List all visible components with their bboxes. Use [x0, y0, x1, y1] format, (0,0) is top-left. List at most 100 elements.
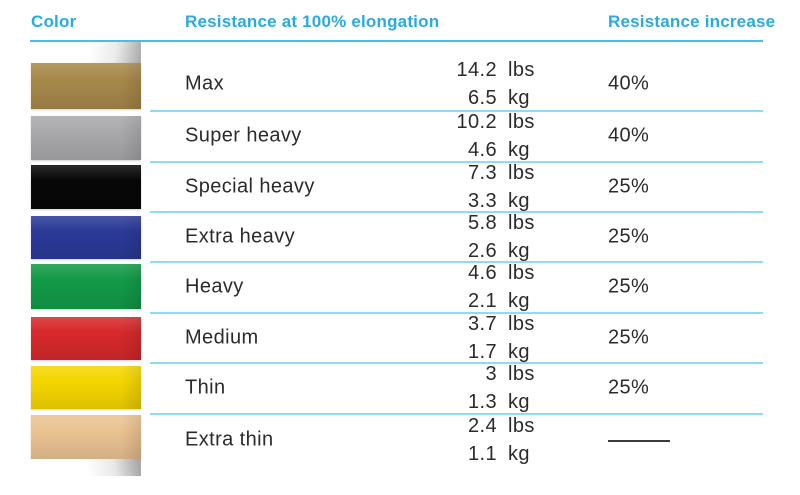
resistance-increase-value: 25%: [608, 376, 650, 399]
band-stack-top-shadow: [31, 42, 141, 63]
lbs-value: 10.2: [456, 111, 497, 133]
table-row: Special heavy 7.3 lbs 3.3 kg 25%: [150, 162, 763, 212]
band-name: Max: [185, 72, 224, 95]
kg-value: 1.1: [467, 443, 497, 465]
lbs-unit: lbs: [508, 211, 535, 234]
kg-value: 3.3: [467, 189, 497, 212]
table-row: Extra thin 2.4 lbs 1.1 kg: [150, 414, 763, 466]
resistance-values: 7.3 lbs 3.3 kg: [420, 159, 535, 215]
lbs-value: 3.7: [467, 312, 497, 335]
kg-unit: kg: [508, 290, 530, 312]
kg-unit: kg: [508, 239, 530, 262]
kg-unit: kg: [508, 391, 530, 413]
lbs-value: 7.3: [467, 161, 497, 184]
kg-line: 2.1 kg: [420, 287, 535, 315]
kg-unit: kg: [508, 443, 530, 465]
resistance-increase-value: 25%: [608, 175, 650, 197]
band-swatch-yellow: [31, 366, 141, 409]
lbs-unit: lbs: [508, 59, 535, 81]
band-swatch-blue: [31, 216, 141, 259]
lbs-line: 7.3 lbs: [420, 159, 535, 187]
kg-value: 1.7: [467, 340, 497, 363]
row-separator: [150, 261, 763, 263]
kg-value: 6.5: [467, 87, 497, 109]
lbs-value: 4.6: [467, 262, 497, 284]
band-name: Heavy: [185, 275, 244, 298]
band-swatch-red: [31, 317, 141, 360]
band-name: Special heavy: [185, 175, 315, 197]
resistance-values: 14.2 lbs 6.5 kg: [420, 56, 535, 112]
resistance-increase-value: 25%: [608, 225, 650, 247]
band-swatch-gold: [31, 63, 141, 109]
row-separator: [150, 362, 763, 364]
lbs-value: 14.2: [456, 59, 497, 81]
lbs-unit: lbs: [508, 111, 535, 133]
table-row: Super heavy 10.2 lbs 4.6 kg 40%: [150, 111, 763, 161]
kg-line: 1.1 kg: [420, 440, 535, 468]
lbs-unit: lbs: [508, 312, 535, 335]
lbs-unit: lbs: [508, 415, 535, 437]
table-row: Thin 3 lbs 1.3 kg 25%: [150, 363, 763, 413]
row-separator: [150, 312, 763, 314]
lbs-line: 2.4 lbs: [420, 412, 535, 440]
kg-unit: kg: [508, 340, 530, 363]
row-separator: [150, 413, 763, 415]
column-header-resistance: Resistance at 100% elongation: [185, 12, 440, 31]
kg-unit: kg: [508, 87, 530, 109]
band-name: Extra thin: [185, 428, 274, 451]
band-name: Thin: [185, 376, 226, 399]
lbs-line: 14.2 lbs: [420, 56, 535, 84]
band-swatch-green: [31, 264, 141, 309]
resistance-values: 10.2 lbs 4.6 kg: [420, 108, 535, 164]
resistance-increase-value: 25%: [608, 326, 650, 348]
lbs-line: 10.2 lbs: [420, 108, 535, 136]
band-name: Extra heavy: [185, 225, 296, 247]
resistance-values: 4.6 lbs 2.1 kg: [420, 259, 535, 315]
kg-value: 4.6: [467, 139, 497, 161]
band-name: Medium: [185, 326, 259, 348]
resistance-increase-value: 25%: [608, 275, 650, 298]
resistance-increase-value: 40%: [608, 72, 650, 95]
lbs-unit: lbs: [508, 363, 535, 385]
kg-line: 2.6 kg: [420, 237, 535, 265]
header-underline: [30, 40, 763, 42]
band-swatch-beige: [31, 415, 141, 459]
table-row: Heavy 4.6 lbs 2.1 kg 25%: [150, 262, 763, 312]
kg-line: 6.5 kg: [420, 84, 535, 112]
resistance-increase-value: 40%: [608, 124, 650, 147]
kg-line: 1.7 kg: [420, 338, 535, 366]
lbs-value: 5.8: [467, 211, 497, 234]
kg-value: 1.3: [467, 391, 497, 413]
column-header-color: Color: [31, 12, 77, 31]
lbs-line: 3 lbs: [420, 360, 535, 388]
lbs-line: 5.8 lbs: [420, 209, 535, 237]
kg-line: 4.6 kg: [420, 136, 535, 164]
lbs-value: 2.4: [467, 415, 497, 437]
row-separator: [150, 110, 763, 112]
resistance-values: 3 lbs 1.3 kg: [420, 360, 535, 416]
row-separator: [150, 161, 763, 163]
column-header-increase: Resistance increase: [608, 12, 776, 31]
band-swatch-black: [31, 165, 141, 209]
kg-line: 3.3 kg: [420, 187, 535, 215]
no-increase-dash: [608, 440, 670, 442]
kg-line: 1.3 kg: [420, 388, 535, 416]
resistance-values: 5.8 lbs 2.6 kg: [420, 209, 535, 265]
lbs-unit: lbs: [508, 262, 535, 284]
lbs-value: 3: [485, 363, 497, 385]
table-row: Max 14.2 lbs 6.5 kg 40%: [150, 55, 763, 113]
kg-value: 2.1: [467, 290, 497, 312]
resistance-values: 3.7 lbs 1.7 kg: [420, 310, 535, 366]
resistance-increase-cell: [608, 438, 670, 442]
table-row: Medium 3.7 lbs 1.7 kg 25%: [150, 313, 763, 363]
band-stack-bottom-shadow: [31, 459, 141, 476]
resistance-values: 2.4 lbs 1.1 kg: [420, 412, 535, 468]
row-separator: [150, 211, 763, 213]
kg-unit: kg: [508, 139, 530, 161]
band-swatch-silver: [31, 116, 141, 160]
kg-value: 2.6: [467, 239, 497, 262]
lbs-unit: lbs: [508, 161, 535, 184]
band-name: Super heavy: [185, 124, 302, 147]
table-row: Extra heavy 5.8 lbs 2.6 kg 25%: [150, 212, 763, 262]
